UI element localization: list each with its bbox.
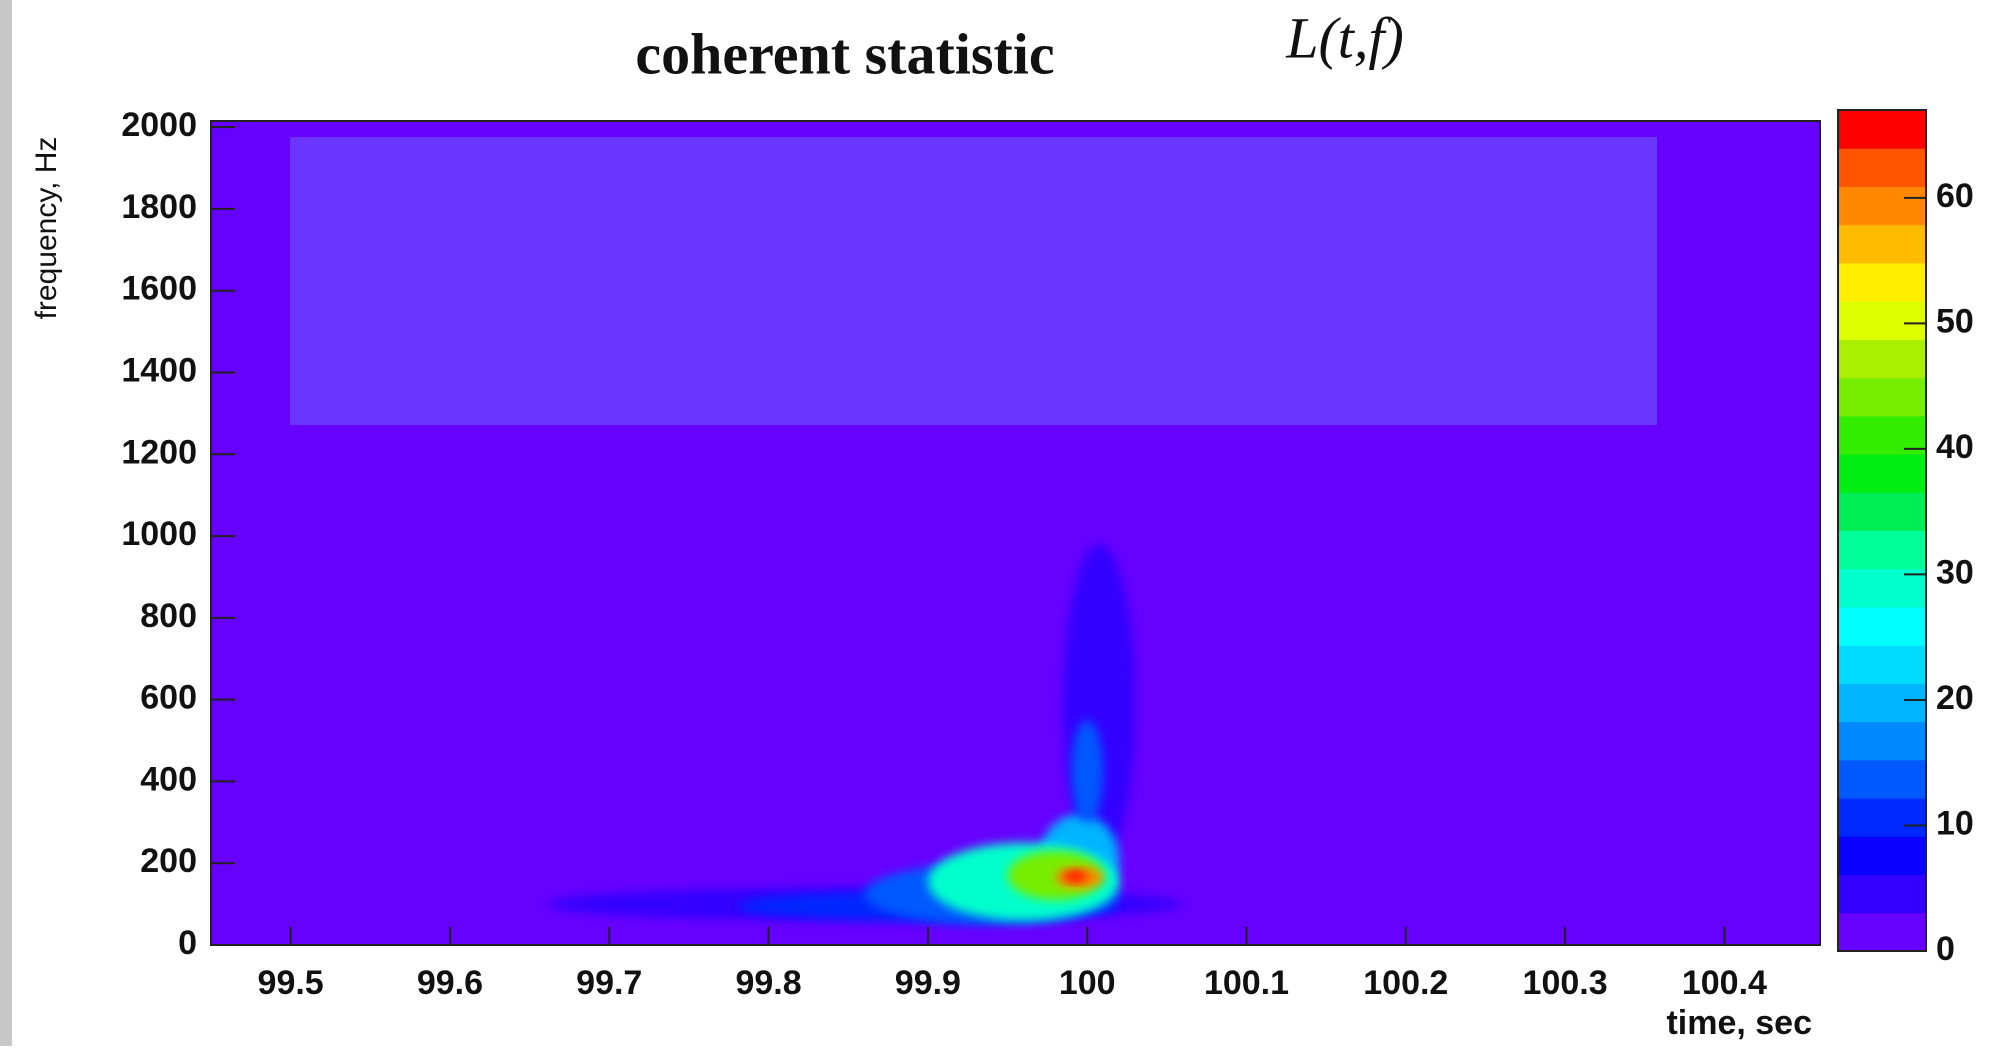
- colorbar-tick-label: 60: [1936, 177, 1974, 215]
- heat-blob: [1071, 720, 1104, 823]
- colorbar-band: [1838, 530, 1926, 570]
- y-tick-label: 0: [178, 924, 197, 962]
- y-axis-label: frequency, Hz: [30, 137, 63, 320]
- colorbar-band: [1838, 683, 1926, 723]
- y-tick-label: 1400: [121, 351, 197, 389]
- colorbar-tick-label: 30: [1936, 553, 1974, 591]
- y-tick-label: 200: [140, 842, 197, 880]
- colorbar-band: [1838, 721, 1926, 761]
- colorbar-band: [1838, 874, 1926, 914]
- chart-title: coherent statistic: [635, 21, 1054, 86]
- x-tick-label: 99.7: [576, 964, 642, 1002]
- plot-area: [211, 121, 1820, 945]
- plot-frame: [210, 120, 1821, 946]
- colorbar-tick-label: 20: [1936, 679, 1974, 717]
- colorbar-band: [1838, 645, 1926, 684]
- overlay-box: [290, 137, 1657, 425]
- colorbar-band: [1838, 262, 1926, 302]
- colorbar-band: [1838, 224, 1926, 264]
- x-tick-label: 100: [1059, 964, 1116, 1002]
- chart-subtitle: L(t,f): [1285, 5, 1404, 70]
- y-tick-label: 400: [140, 760, 197, 798]
- colorbar-tick-label: 0: [1936, 930, 1955, 968]
- x-tick-label: 99.8: [735, 964, 801, 1002]
- heat-blob: [1007, 850, 1104, 901]
- colorbar-tick-label: 40: [1936, 428, 1974, 466]
- side-bar: [0, 0, 12, 1046]
- y-tick-label: 1200: [121, 433, 197, 471]
- y-tick-label: 2000: [121, 106, 197, 144]
- colorbar-frame: [1837, 109, 1927, 952]
- x-tick-label: 99.6: [417, 964, 483, 1002]
- colorbar-band: [1838, 759, 1926, 799]
- x-tick-label: 99.5: [258, 964, 324, 1002]
- y-tick-label: 1600: [121, 270, 197, 308]
- y-tick-label: 800: [140, 597, 197, 635]
- colorbar-band: [1838, 912, 1926, 952]
- y-tick-label: 1800: [121, 188, 197, 226]
- heat-blob: [1063, 871, 1088, 882]
- x-tick-label: 100.1: [1204, 964, 1289, 1002]
- x-tick-label: 100.3: [1523, 964, 1608, 1002]
- colorbar-band: [1838, 186, 1926, 226]
- x-tick-label: 99.9: [895, 964, 961, 1002]
- colorbar-band: [1838, 454, 1926, 493]
- colorbar-tick-label: 50: [1936, 302, 1974, 340]
- colorbar-band: [1838, 836, 1926, 876]
- colorbar-band: [1838, 339, 1926, 379]
- colorbar-band: [1838, 301, 1926, 340]
- colorbar-band: [1838, 798, 1926, 837]
- x-tick-label: 100.4: [1682, 964, 1767, 1002]
- colorbar-tick-label: 10: [1936, 804, 1974, 842]
- x-tick-label: 100.2: [1363, 964, 1448, 1002]
- x-axis-label: time, sec: [1666, 1004, 1812, 1042]
- colorbar-band: [1838, 148, 1926, 187]
- colorbar-band: [1838, 377, 1926, 417]
- colorbar-band: [1838, 492, 1926, 531]
- colorbar-band: [1838, 606, 1926, 646]
- y-tick-label: 1000: [121, 515, 197, 553]
- y-tick-label: 600: [140, 679, 197, 717]
- colorbar-band: [1838, 110, 1926, 149]
